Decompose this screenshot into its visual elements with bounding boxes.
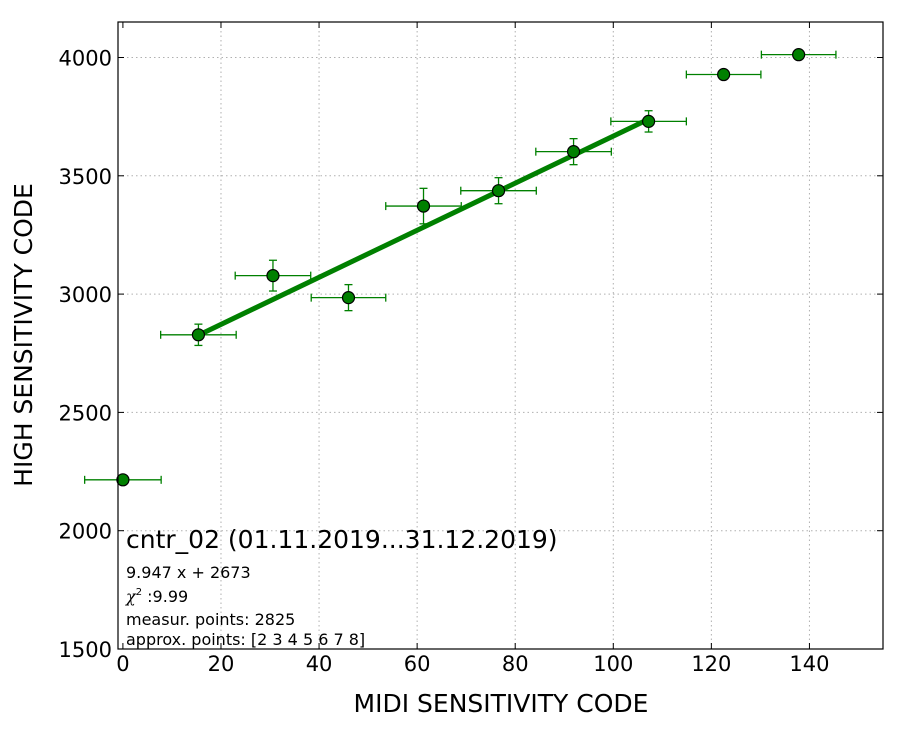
approx-points-text: approx. points: [2 3 4 5 6 7 8] bbox=[126, 630, 365, 649]
data-point bbox=[792, 48, 806, 62]
x-tick-label: 60 bbox=[404, 652, 431, 676]
x-axis-title: MIDI SENSITIVITY CODE bbox=[354, 689, 649, 718]
data-point bbox=[491, 184, 506, 198]
plot-frame bbox=[117, 21, 884, 650]
y-tick-label: 1500 bbox=[59, 638, 112, 662]
annotation-title: cntr_02 (01.11.2019...31.12.2019) bbox=[126, 525, 558, 554]
data-point bbox=[566, 145, 581, 159]
chi-exponent: 2 bbox=[136, 587, 142, 598]
data-point bbox=[416, 199, 431, 213]
chi-square-text: χ2 :9.99 bbox=[125, 587, 188, 606]
x-tick-label: 100 bbox=[593, 652, 633, 676]
y-tick-label: 4000 bbox=[59, 46, 112, 70]
chi-value: :9.99 bbox=[142, 587, 188, 606]
chi-symbol: χ bbox=[125, 587, 137, 606]
x-tick-label: 80 bbox=[502, 652, 529, 676]
y-tick-label: 3000 bbox=[59, 283, 112, 307]
y-axis-title: HIGH SENSITIVITY CODE bbox=[9, 183, 38, 487]
y-tick-label: 2500 bbox=[59, 401, 112, 425]
data-point bbox=[191, 328, 206, 342]
tick-layer: 0 20 40 60 80 100 120 140 1500 2000 2500 3000 3500 40… bbox=[59, 22, 883, 676]
x-tick-label: 120 bbox=[691, 652, 731, 676]
data-layer bbox=[84, 48, 837, 487]
x-tick-label: 140 bbox=[789, 652, 829, 676]
grid-layer bbox=[118, 22, 883, 650]
data-point bbox=[641, 114, 656, 128]
fit-equation: 9.947 x + 2673 bbox=[126, 563, 251, 582]
y-tick-label: 3500 bbox=[59, 165, 112, 189]
data-point bbox=[341, 291, 356, 305]
measur-points-text: measur. points: 2825 bbox=[126, 610, 295, 629]
x-tick-label: 40 bbox=[306, 652, 333, 676]
y-tick-label: 2000 bbox=[59, 520, 112, 544]
data-point bbox=[266, 269, 280, 283]
x-tick-label: 20 bbox=[208, 652, 235, 676]
annotation-block: cntr_02 (01.11.2019...31.12.2019) 9.947 … bbox=[125, 525, 558, 649]
x-tick-label: 0 bbox=[116, 652, 129, 676]
data-point bbox=[116, 473, 130, 487]
fit-line bbox=[197, 116, 650, 338]
data-point bbox=[717, 67, 731, 82]
